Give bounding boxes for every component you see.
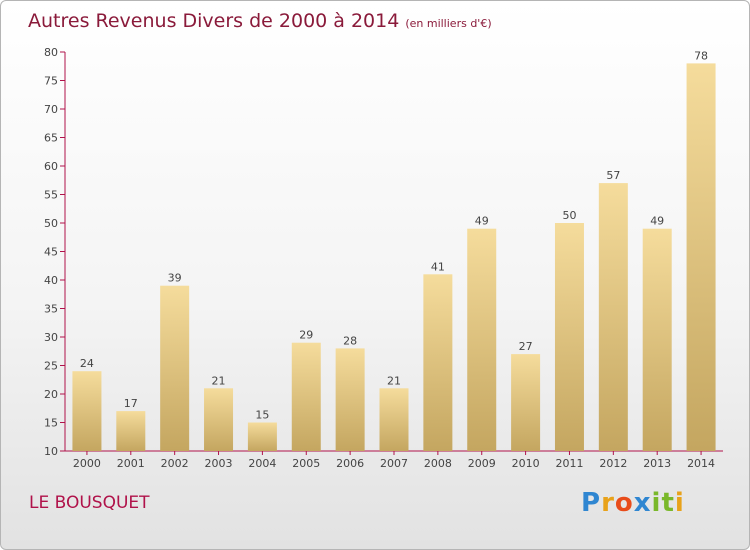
y-tick-label: 65	[44, 132, 58, 145]
bar-value-label: 15	[255, 409, 269, 422]
bar	[598, 183, 628, 451]
bar	[554, 223, 584, 451]
bar-value-label: 28	[343, 334, 357, 347]
bar	[204, 388, 234, 451]
bar-value-label: 49	[650, 215, 664, 228]
commune-name: LE BOUSQUET	[29, 493, 150, 513]
x-tick-label: 2013	[643, 457, 671, 470]
y-tick-label: 15	[44, 417, 58, 430]
x-tick-label: 2000	[73, 457, 101, 470]
y-tick-label: 35	[44, 303, 58, 316]
y-tick-label: 60	[44, 160, 58, 173]
bar	[291, 342, 321, 451]
bar-value-label: 21	[387, 374, 401, 387]
bar	[511, 354, 541, 451]
x-tick-label: 2014	[687, 457, 715, 470]
x-tick-label: 2001	[117, 457, 145, 470]
y-tick-label: 10	[44, 445, 58, 458]
chart-title-text: Autres Revenus Divers de 2000 à 2014	[28, 10, 400, 32]
bar	[160, 285, 190, 451]
bar	[642, 228, 672, 451]
bar-value-label: 24	[80, 357, 94, 370]
y-tick-label: 55	[44, 189, 58, 202]
proxiti-logo: Proxiti	[581, 488, 685, 518]
bar-value-label: 21	[212, 374, 226, 387]
x-axis: 2000 2001 2002 2003 2004 2005 2006 2007 2008 2009…	[65, 450, 723, 470]
y-tick-label: 25	[44, 360, 58, 373]
bar-value-label: 57	[606, 169, 620, 182]
x-tick-label: 2008	[424, 457, 452, 470]
y-tick-label: 40	[44, 274, 58, 287]
y-tick-label: 80	[44, 46, 58, 59]
bar	[116, 411, 146, 451]
x-tick-label: 2011	[555, 457, 583, 470]
bar	[686, 63, 716, 452]
y-tick-label: 70	[44, 103, 58, 116]
x-tick-label: 2004	[248, 457, 276, 470]
bar-value-label: 50	[562, 209, 576, 222]
x-tick-label: 2012	[599, 457, 627, 470]
x-tick-label: 2003	[205, 457, 233, 470]
x-tick-label: 2010	[512, 457, 540, 470]
bar	[72, 371, 102, 451]
bar-value-label: 78	[694, 49, 708, 62]
bar-value-label: 41	[431, 260, 445, 273]
bar	[379, 388, 409, 451]
y-tick-label: 50	[44, 217, 58, 230]
bar-value-label: 39	[168, 272, 182, 285]
bars: 24 17 39 21 15 29 28 21 41 49 27 50 57 49 78	[72, 49, 716, 452]
chart-title: Autres Revenus Divers de 2000 à 2014 (en …	[28, 10, 492, 32]
bar	[247, 422, 277, 451]
bar-value-label: 17	[124, 397, 138, 410]
x-tick-label: 2002	[161, 457, 189, 470]
bar	[467, 228, 497, 451]
bar-value-label: 27	[519, 340, 533, 353]
y-tick-label: 75	[44, 75, 58, 88]
bar	[423, 274, 453, 451]
y-axis: 10 15 20 25 30 35 40 45 50 55 60 65 70 75 80	[44, 46, 66, 458]
y-tick-label: 30	[44, 331, 58, 344]
y-tick-label: 45	[44, 246, 58, 259]
y-tick-label: 20	[44, 388, 58, 401]
x-tick-label: 2006	[336, 457, 364, 470]
bar	[335, 348, 365, 451]
x-tick-label: 2009	[468, 457, 496, 470]
bar-value-label: 49	[475, 215, 489, 228]
x-tick-label: 2005	[292, 457, 320, 470]
x-tick-label: 2007	[380, 457, 408, 470]
chart-subtitle: (en milliers d'€)	[405, 17, 492, 30]
bar-value-label: 29	[299, 329, 313, 342]
